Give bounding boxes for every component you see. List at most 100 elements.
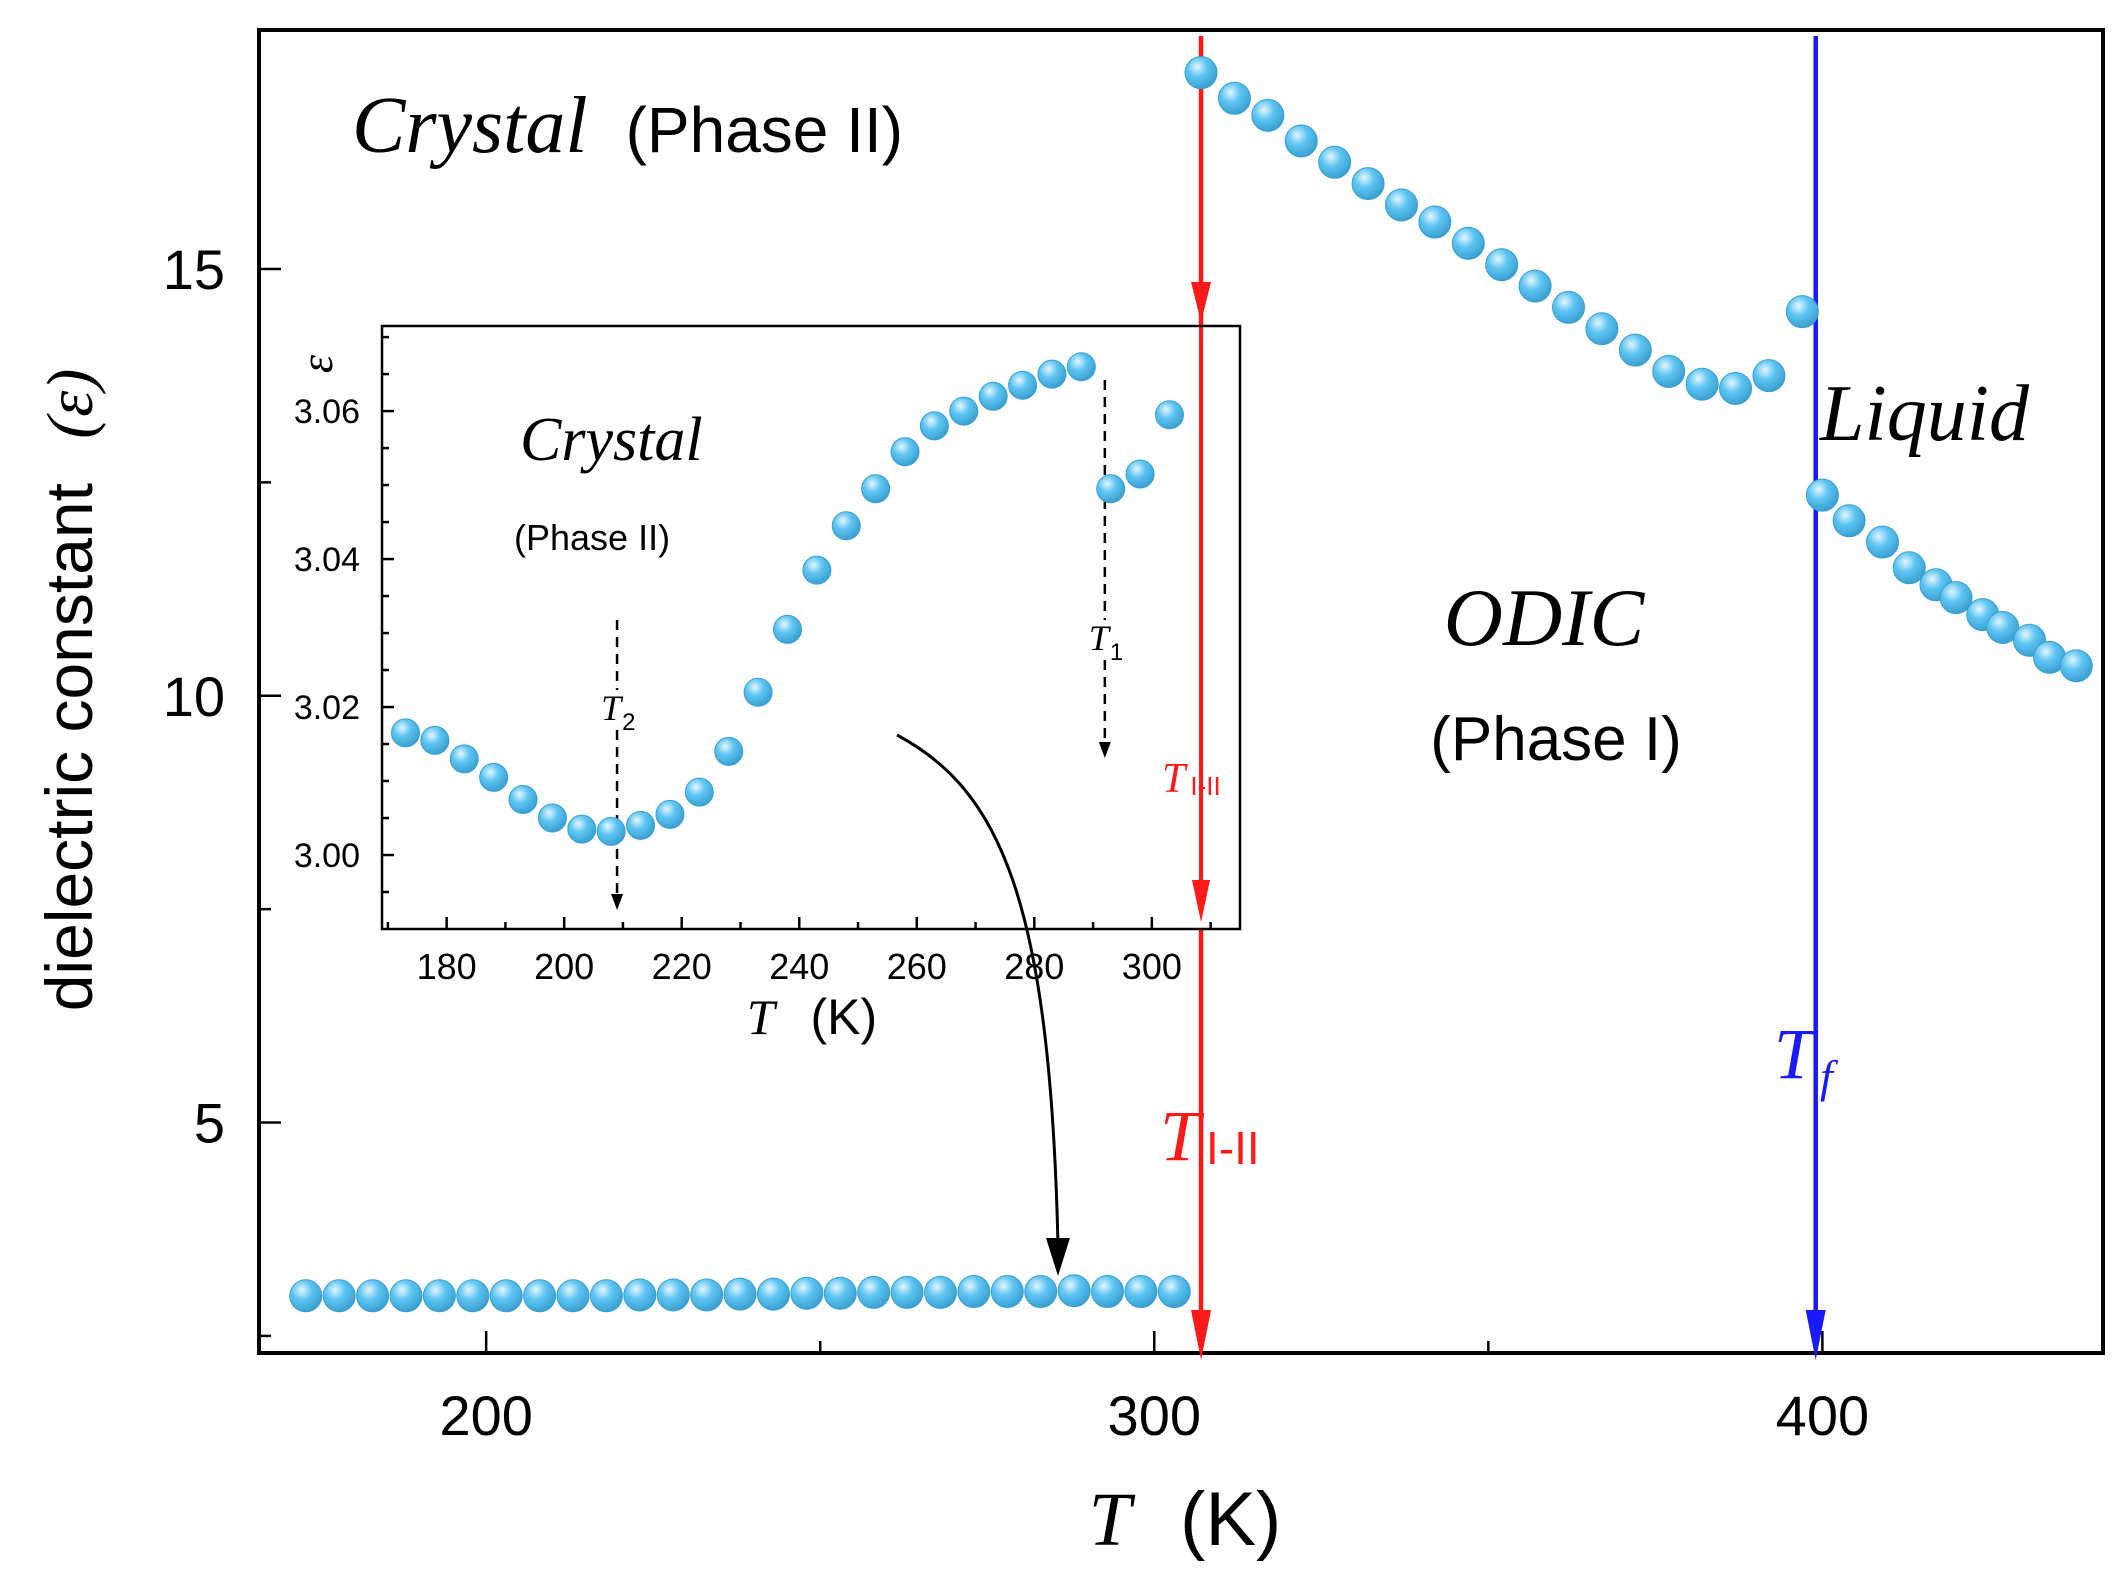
main-data-point-s2-7 bbox=[1986, 610, 2020, 644]
main-data-point-s0-19 bbox=[923, 1275, 957, 1309]
main-data-point-s0-22 bbox=[1024, 1275, 1058, 1309]
main-data-point-s0-4 bbox=[422, 1279, 456, 1313]
main-x-tick-label: 300 bbox=[1108, 1384, 1201, 1447]
main-x-tick-label: 200 bbox=[439, 1384, 532, 1447]
main-data-point-s1-1 bbox=[1217, 81, 1251, 115]
main-data-point-s0-5 bbox=[456, 1279, 490, 1313]
inset-marker-symbol: T bbox=[601, 688, 624, 728]
inset-data-point-2 bbox=[449, 744, 479, 774]
inset-marker-sub: 2 bbox=[622, 709, 635, 736]
inset-x-tick-label: 180 bbox=[417, 946, 477, 987]
main-y-tick-label: 5 bbox=[194, 1092, 225, 1155]
main-data-point-s0-3 bbox=[389, 1279, 423, 1313]
inset-background bbox=[382, 326, 1240, 929]
inset-data-point-7 bbox=[596, 816, 626, 846]
main-data-point-s0-12 bbox=[690, 1278, 724, 1312]
inset-y-tick-label: 3.00 bbox=[294, 837, 360, 875]
main-data-point-s1-11 bbox=[1552, 290, 1586, 324]
inset-y-tick-label: 3.04 bbox=[294, 541, 360, 579]
main-crystal-label: Crystal (Phase II) bbox=[352, 82, 903, 170]
main-data-point-s0-23 bbox=[1057, 1274, 1091, 1308]
inset-y-tick-label: 3.02 bbox=[294, 689, 360, 727]
inset-data-point-17 bbox=[890, 437, 920, 467]
inset-t-i-ii-label: T I-II bbox=[1162, 756, 1221, 802]
transition-line-t-i-ii-arrowhead bbox=[1191, 1310, 1212, 1360]
main-y-tick-label: 15 bbox=[163, 238, 225, 301]
inset-data-point-10 bbox=[684, 777, 714, 807]
main-data-point-s0-13 bbox=[723, 1277, 757, 1311]
inset-data-point-26 bbox=[1154, 400, 1184, 430]
main-data-point-s0-16 bbox=[823, 1276, 857, 1310]
inset-crystal-label: Crystal bbox=[520, 406, 703, 474]
inset-plot-frame bbox=[380, 324, 1242, 931]
inset-to-main-curved-arrow bbox=[896, 733, 1060, 1246]
main-data-point-s2-1 bbox=[1832, 504, 1866, 538]
main-data-point-s1-3 bbox=[1284, 124, 1318, 158]
main-data-point-s1-9 bbox=[1485, 248, 1519, 282]
main-data-point-s0-0 bbox=[289, 1279, 323, 1313]
main-data-point-s1-5 bbox=[1351, 167, 1385, 201]
main-data-point-s1-12 bbox=[1585, 312, 1619, 346]
main-y-axis-label-symbol: (ε) bbox=[34, 369, 107, 439]
inset-y-tick-label: 3.06 bbox=[294, 393, 360, 431]
main-data-point-s2-3 bbox=[1892, 551, 1926, 585]
inset-data-points bbox=[391, 352, 1184, 846]
transition-line-t-i-ii-upper-arrowhead bbox=[1191, 282, 1212, 322]
inset-data-point-23 bbox=[1066, 352, 1096, 382]
inset-data-point-15 bbox=[831, 511, 861, 541]
inset-data-point-14 bbox=[802, 555, 832, 585]
main-x-tick-label: 400 bbox=[1776, 1384, 1869, 1447]
main-data-point-s2-2 bbox=[1866, 525, 1900, 559]
inset-t-i-ii-sub: I-II bbox=[1190, 771, 1220, 801]
main-data-point-s1-18 bbox=[1785, 295, 1819, 329]
main-liquid-label: Liquid bbox=[1819, 370, 2030, 458]
main-data-point-s1-10 bbox=[1518, 269, 1552, 303]
main-data-point-s0-24 bbox=[1091, 1275, 1125, 1309]
main-data-point-s0-21 bbox=[990, 1275, 1024, 1309]
inset-crystal-phase-label: (Phase II) bbox=[514, 517, 670, 558]
inset-x-tick-label: 240 bbox=[769, 946, 829, 987]
main-x-axis-label-unit: (K) bbox=[1180, 1477, 1281, 1562]
inset-x-axis-label-symbol: T bbox=[747, 989, 778, 1045]
inset-marker-label-t1: T1 bbox=[1089, 618, 1123, 666]
main-axis-ticks bbox=[259, 267, 1824, 1353]
main-data-point-s0-1 bbox=[322, 1279, 356, 1313]
main-y-tick-label: 10 bbox=[163, 665, 225, 728]
main-plot-frame bbox=[257, 28, 2105, 1355]
main-axis-tick-labels: 200 300 400 5 10 15 bbox=[163, 238, 1869, 1447]
curved-arrow-head bbox=[1046, 1238, 1070, 1276]
inset-data-point-8 bbox=[626, 810, 656, 840]
main-data-point-s0-2 bbox=[356, 1279, 390, 1313]
inset-data-point-25 bbox=[1125, 459, 1155, 489]
main-data-point-s1-8 bbox=[1451, 226, 1485, 260]
inset-x-tick-label: 300 bbox=[1122, 946, 1182, 987]
inset-data-point-0 bbox=[391, 718, 421, 748]
main-data-point-s0-17 bbox=[857, 1275, 891, 1309]
inset-x-tick-label: 200 bbox=[534, 946, 594, 987]
inset-data-point-18 bbox=[919, 411, 949, 441]
inset-marker-arrowhead-t1 bbox=[1098, 742, 1111, 758]
main-data-point-s1-4 bbox=[1318, 145, 1352, 179]
inset-data-point-5 bbox=[537, 803, 567, 833]
main-y-axis-label: dielectric constant (ε) bbox=[32, 369, 107, 1012]
inset-data-point-16 bbox=[861, 474, 891, 504]
transition-line-t-f-arrowhead bbox=[1805, 1310, 1826, 1360]
inset-data-point-21 bbox=[1008, 370, 1038, 400]
main-data-point-s0-11 bbox=[656, 1278, 690, 1312]
inset-x-tick-label: 220 bbox=[652, 946, 712, 987]
inset-t-i-ii-arrowhead bbox=[1192, 880, 1211, 922]
main-y-axis-label-text: dielectric constant bbox=[32, 483, 106, 1011]
main-data-point-s1-15 bbox=[1685, 367, 1719, 401]
inset-marker-sub: 1 bbox=[1110, 639, 1123, 666]
inset-y-axis-label-group: ε bbox=[291, 354, 342, 373]
inset-marker-symbol: T bbox=[1089, 618, 1112, 658]
inset-axis-ticks bbox=[382, 335, 1212, 929]
main-t-i-ii-symbol: T bbox=[1160, 1096, 1205, 1176]
main-x-axis-label-symbol: T bbox=[1089, 1478, 1136, 1562]
main-data-point-s1-2 bbox=[1251, 98, 1285, 132]
inset-marker-arrowhead-t2 bbox=[611, 894, 624, 910]
inset-x-axis-label-unit: (K) bbox=[811, 989, 878, 1045]
main-t-f-sub: f bbox=[1820, 1051, 1839, 1102]
main-data-point-s0-6 bbox=[489, 1279, 523, 1313]
